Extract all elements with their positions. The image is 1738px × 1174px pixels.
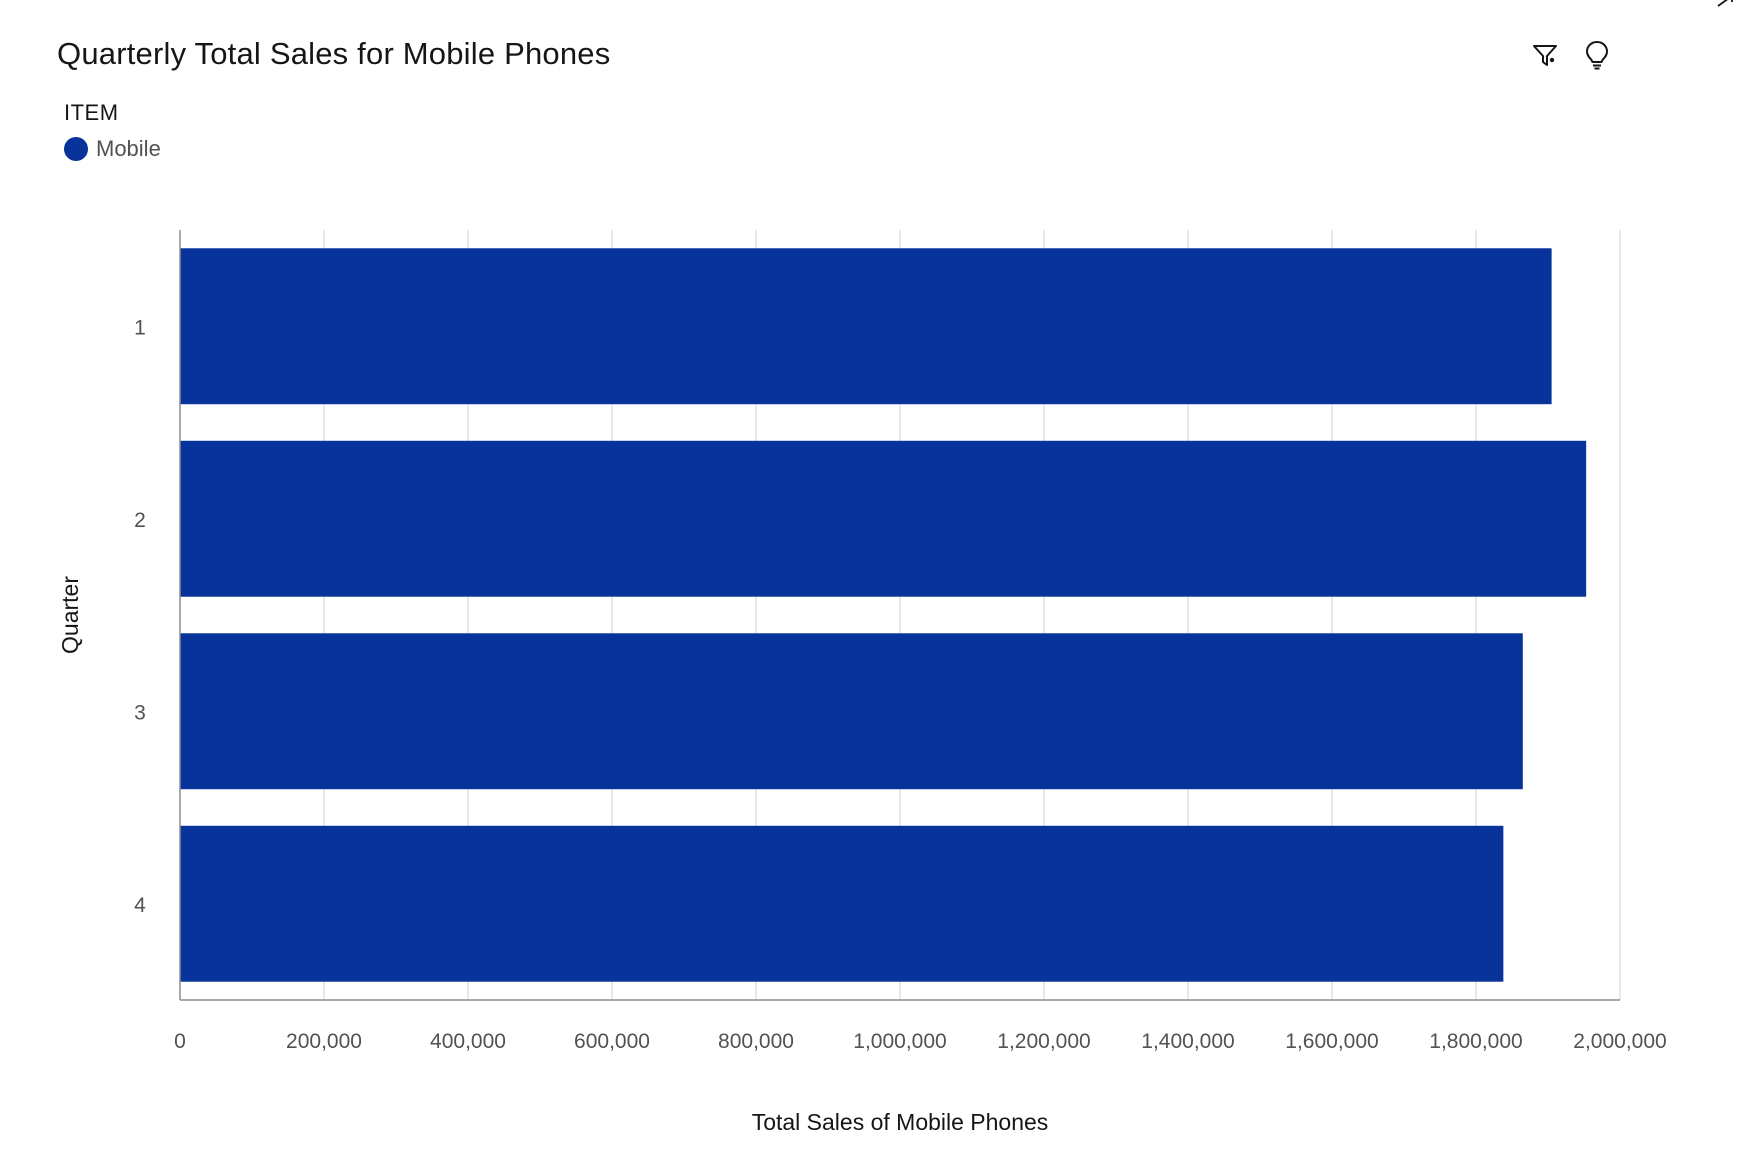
x-tick-label: 400,000 [430,1030,506,1053]
expand-corner-icon[interactable] [1714,0,1736,8]
y-axis-title: Quarter [57,576,83,654]
x-axis-title: Total Sales of Mobile Phones [752,1109,1049,1135]
bar-quarter-1[interactable] [180,248,1552,405]
legend-item-label: Mobile [96,136,161,161]
x-tick-label: 1,400,000 [1141,1030,1234,1053]
axes [179,230,1620,1001]
bar-quarter-3[interactable] [180,633,1523,790]
x-tick-label: 1,600,000 [1285,1030,1378,1053]
bars [180,248,1587,982]
y-tick-label: 2 [134,509,146,532]
legend: ITEM Mobile [64,100,161,162]
bar-quarter-2[interactable] [180,440,1587,597]
insight-button[interactable] [1582,38,1612,72]
chart-toolbar [1530,38,1612,72]
x-tick-label: 1,000,000 [853,1030,946,1053]
legend-item-mobile[interactable]: Mobile [64,136,161,162]
axis-labels: 0 200,000 400,000 600,000 800,000 1,000,000 1,… [57,316,1667,1135]
lightbulb-icon [1586,41,1608,70]
chart-title: Quarterly Total Sales for Mobile Phones [57,36,611,71]
legend-swatch [64,137,88,161]
bar-quarter-4[interactable] [180,825,1504,982]
x-tick-label: 200,000 [286,1030,362,1053]
filter-icon [1533,45,1557,66]
x-tick-label: 0 [174,1030,186,1053]
filter-button[interactable] [1530,38,1560,72]
x-tick-label: 2,000,000 [1573,1030,1666,1053]
x-tick-label: 800,000 [718,1030,794,1053]
x-tick-label: 1,200,000 [997,1030,1090,1053]
y-tick-label: 3 [134,701,146,724]
legend-title: ITEM [64,100,119,125]
x-tick-label: 1,800,000 [1429,1030,1522,1053]
y-tick-label: 4 [134,894,146,917]
x-tick-label: 600,000 [574,1030,650,1053]
y-tick-label: 1 [134,316,146,339]
